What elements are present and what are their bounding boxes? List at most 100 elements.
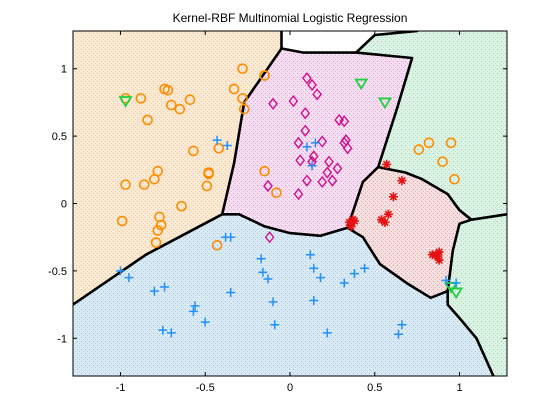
point-plus	[190, 301, 200, 311]
point-plus	[316, 273, 326, 283]
point-star	[346, 221, 356, 231]
point-circle	[138, 179, 150, 190]
point-diamond	[312, 88, 323, 101]
point-plus	[256, 254, 266, 264]
boundary-line	[220, 31, 419, 216]
point-circle	[142, 114, 153, 126]
point-star	[427, 250, 437, 260]
point-diamond	[268, 97, 278, 110]
decision-boundaries	[73, 31, 507, 376]
point-star	[344, 217, 354, 227]
point-diamond	[293, 136, 304, 149]
point-star	[383, 209, 393, 219]
point-circle	[155, 219, 167, 231]
point-plus	[200, 317, 210, 327]
region-blue-plus	[73, 214, 494, 376]
point-circle	[166, 99, 177, 111]
x-tick-label: -1	[116, 382, 126, 394]
point-plus	[188, 306, 198, 316]
point-circle	[259, 165, 270, 177]
region-green-triangle	[356, 31, 507, 376]
chart-title: Kernel-RBF Multinomial Logistic Regressi…	[173, 11, 408, 25]
point-diamond	[302, 72, 312, 85]
point-circle	[237, 63, 248, 75]
point-plus	[302, 142, 312, 152]
point-plus	[268, 297, 278, 307]
point-plus	[394, 329, 403, 339]
decision-regions	[73, 31, 507, 376]
y-tick-label: 0	[61, 199, 67, 211]
point-circle	[120, 179, 131, 190]
point-plus	[270, 320, 280, 330]
point-star	[388, 192, 398, 202]
point-diamond	[327, 174, 338, 187]
point-circle	[211, 239, 223, 251]
point-diamond	[342, 142, 353, 155]
point-plus	[309, 296, 319, 306]
point-plus	[441, 275, 451, 285]
y-tick-label: 0.5	[52, 131, 67, 143]
point-plus	[307, 161, 317, 171]
point-diamond	[295, 154, 306, 167]
point-triangle	[377, 97, 393, 110]
point-star	[434, 255, 444, 265]
point-circle	[228, 83, 240, 95]
point-plus	[222, 141, 232, 151]
point-circle	[135, 93, 147, 104]
point-circle	[271, 187, 282, 199]
point-circle	[437, 156, 448, 168]
point-star	[397, 176, 407, 186]
point-circle	[449, 173, 460, 185]
x-tick-label: 0	[287, 382, 293, 394]
x-tick-label: -0.5	[196, 382, 215, 394]
point-star	[382, 159, 392, 169]
y-tick-label: -1	[57, 333, 67, 345]
region-orange-circle	[73, 31, 282, 305]
point-plus	[212, 135, 222, 145]
boundary-line	[346, 51, 414, 230]
point-plus	[263, 274, 273, 284]
point-circle	[238, 103, 250, 115]
point-circle	[150, 237, 162, 248]
point-plus	[160, 282, 170, 292]
point-diamond	[300, 124, 311, 137]
point-star	[434, 247, 444, 257]
point-plus	[451, 278, 461, 288]
point-plus	[158, 325, 168, 335]
point-plus	[305, 250, 315, 260]
point-plus	[309, 263, 319, 273]
point-circle	[116, 215, 128, 227]
point-circle	[174, 103, 186, 115]
point-diamond	[317, 175, 328, 189]
point-plus	[149, 286, 159, 296]
point-diamond	[293, 187, 304, 201]
point-circle	[184, 94, 196, 106]
point-diamond	[317, 135, 328, 148]
point-circle	[259, 70, 270, 81]
point-plus	[226, 232, 236, 242]
point-diamond	[308, 150, 319, 163]
point-circle	[203, 168, 214, 180]
point-circle	[176, 200, 187, 212]
point-plus	[349, 269, 359, 279]
x-tick-label: 1	[456, 382, 462, 394]
point-plus	[258, 267, 268, 277]
data-points	[115, 63, 464, 339]
point-circle	[413, 144, 425, 155]
point-circle	[445, 137, 457, 149]
point-plus	[339, 278, 349, 288]
point-plus	[226, 287, 236, 297]
point-circle	[423, 137, 435, 149]
point-triangle	[118, 96, 133, 108]
point-diamond	[332, 162, 343, 175]
point-star	[380, 217, 390, 227]
point-circle	[201, 180, 213, 192]
point-star	[432, 251, 442, 261]
boundary-line	[73, 213, 349, 306]
point-circle	[188, 145, 199, 157]
point-star	[349, 216, 359, 226]
point-plus	[166, 328, 176, 338]
point-plus	[397, 320, 407, 330]
point-diamond	[302, 174, 312, 187]
region-red-star	[347, 167, 472, 298]
